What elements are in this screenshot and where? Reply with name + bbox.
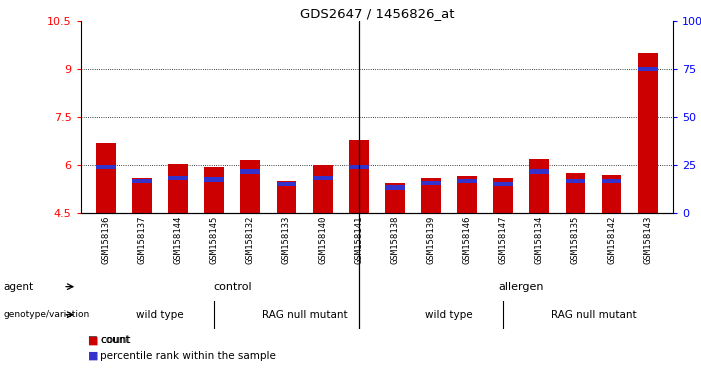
- Bar: [168, 164, 188, 213]
- Bar: [132, 178, 152, 213]
- Text: ■: ■: [88, 351, 98, 361]
- Text: GSM158134: GSM158134: [535, 216, 544, 265]
- Bar: [385, 185, 404, 190]
- Bar: [277, 181, 297, 213]
- Text: GSM158144: GSM158144: [174, 216, 183, 265]
- Bar: [313, 165, 332, 213]
- Text: GSM158140: GSM158140: [318, 216, 327, 265]
- Bar: [601, 175, 622, 213]
- Text: GSM158132: GSM158132: [246, 216, 255, 265]
- Text: GSM158142: GSM158142: [607, 216, 616, 265]
- Text: GSM158137: GSM158137: [137, 216, 147, 265]
- Text: wild type: wild type: [426, 310, 473, 320]
- Bar: [494, 182, 513, 186]
- Bar: [132, 179, 152, 183]
- Text: RAG null mutant: RAG null mutant: [551, 310, 637, 320]
- Bar: [529, 159, 550, 213]
- Text: percentile rank within the sample: percentile rank within the sample: [100, 351, 276, 361]
- Text: GSM158138: GSM158138: [390, 216, 400, 265]
- Bar: [349, 165, 369, 169]
- Bar: [349, 139, 369, 213]
- Text: genotype/variation: genotype/variation: [4, 310, 90, 319]
- Bar: [385, 183, 404, 213]
- Text: GSM158133: GSM158133: [282, 216, 291, 265]
- Bar: [168, 176, 188, 180]
- Bar: [457, 179, 477, 183]
- Bar: [638, 53, 658, 213]
- Text: ■ count: ■ count: [88, 335, 130, 345]
- Bar: [494, 178, 513, 213]
- Bar: [566, 173, 585, 213]
- Bar: [96, 143, 116, 213]
- Text: GSM158145: GSM158145: [210, 216, 219, 265]
- Text: ■: ■: [88, 335, 98, 345]
- Bar: [313, 176, 332, 180]
- Bar: [204, 177, 224, 182]
- Text: agent: agent: [4, 281, 34, 292]
- Text: wild type: wild type: [136, 310, 184, 320]
- Text: GSM158143: GSM158143: [644, 216, 652, 265]
- Bar: [240, 169, 260, 174]
- Text: GSM158146: GSM158146: [463, 216, 472, 265]
- Text: GSM158135: GSM158135: [571, 216, 580, 265]
- Text: GSM158147: GSM158147: [498, 216, 508, 265]
- Text: allergen: allergen: [498, 281, 544, 292]
- Bar: [529, 169, 550, 174]
- Text: GSM158141: GSM158141: [354, 216, 363, 265]
- Text: count: count: [100, 335, 130, 345]
- Text: RAG null mutant: RAG null mutant: [261, 310, 348, 320]
- Text: GSM158136: GSM158136: [102, 216, 110, 265]
- Text: GSM158139: GSM158139: [426, 216, 435, 265]
- Bar: [601, 179, 622, 183]
- Title: GDS2647 / 1456826_at: GDS2647 / 1456826_at: [299, 7, 454, 20]
- Bar: [96, 165, 116, 169]
- Bar: [277, 182, 297, 186]
- Bar: [421, 178, 441, 213]
- Bar: [204, 167, 224, 213]
- Bar: [638, 67, 658, 71]
- Text: control: control: [213, 281, 252, 292]
- Bar: [421, 180, 441, 185]
- Bar: [566, 179, 585, 183]
- Bar: [457, 176, 477, 213]
- Bar: [240, 161, 260, 213]
